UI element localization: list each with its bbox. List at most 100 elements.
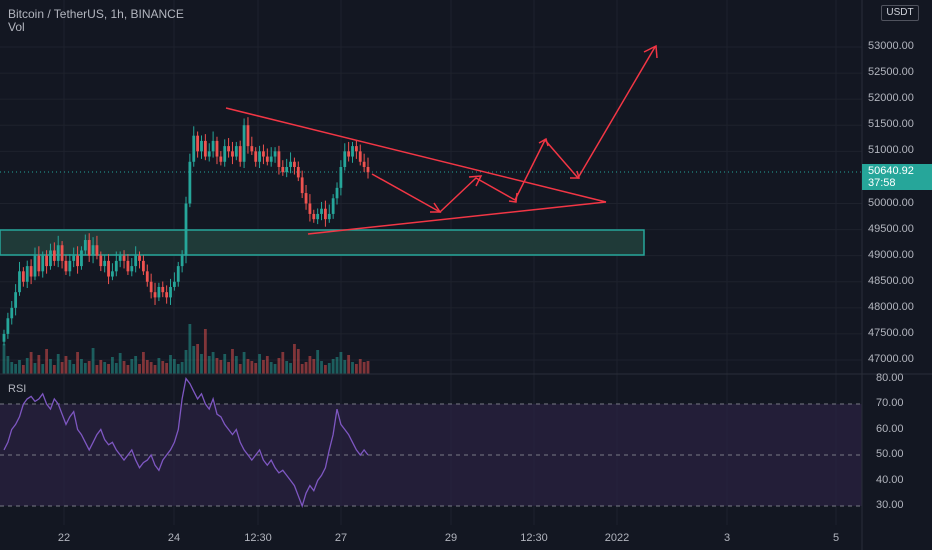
candle-body	[76, 255, 79, 267]
price-axis-tick: 48500.00	[868, 274, 914, 287]
candle-body	[130, 266, 134, 272]
candle-body	[118, 255, 122, 261]
support-zone[interactable]	[0, 229, 645, 256]
bar-countdown: 37:58	[868, 177, 896, 189]
volume-bar	[207, 356, 211, 374]
volume-bar	[308, 356, 312, 374]
volume-bar	[265, 356, 269, 374]
volume-bar	[157, 358, 161, 374]
candle-body	[234, 146, 238, 157]
volume-bar	[99, 360, 103, 374]
candle-body	[180, 255, 184, 267]
volume-bar	[172, 359, 176, 374]
time-axis-tick: 5	[832, 532, 840, 544]
arrow-head-5	[570, 170, 580, 179]
volume-bar	[223, 354, 227, 374]
volume-bar	[327, 363, 331, 374]
price-axis-tick: 52500.00	[868, 66, 914, 79]
candle-body	[354, 146, 358, 152]
rsi-label[interactable]: RSI	[8, 383, 27, 395]
price-axis-tick: 47500.00	[868, 326, 914, 339]
volume-bar	[165, 363, 169, 374]
rsi-axis-tick: 50.00	[876, 448, 904, 460]
rsi-axis-tick: 40.00	[876, 473, 904, 486]
candle-body	[192, 135, 196, 162]
candle-body	[358, 151, 362, 162]
volume-bar	[114, 363, 118, 374]
volume-bar	[60, 362, 64, 374]
candle-body	[184, 203, 188, 256]
candle-body	[134, 255, 138, 267]
volume-bar	[219, 360, 223, 374]
candle-body	[269, 156, 273, 162]
price-axis-tick: 49000.00	[868, 248, 914, 261]
candle-body	[246, 125, 250, 147]
volume-bar	[45, 349, 48, 374]
candle-body	[265, 156, 269, 162]
candle-body	[95, 245, 99, 256]
volume-bar	[25, 358, 29, 374]
candle-body	[172, 281, 176, 287]
price-axis-tick: 50000.00	[868, 196, 914, 209]
volume-bar	[347, 355, 351, 374]
candle-body	[6, 318, 10, 334]
candle-body	[37, 255, 41, 272]
candle-body	[64, 260, 68, 272]
volume-bar	[285, 361, 289, 374]
volume-bar	[68, 360, 72, 374]
candle-body	[157, 286, 161, 298]
volume-bar	[339, 352, 343, 374]
volume-bar	[273, 364, 277, 374]
volume-bar	[95, 365, 99, 374]
time-axis-tick: 12:30	[520, 532, 548, 544]
symbol-title[interactable]: Bitcoin / TetherUS, 1h, BINANCE	[8, 7, 184, 21]
time-axis-tick: 12:30	[244, 532, 272, 544]
candle-body	[145, 271, 149, 282]
candle-body	[68, 260, 72, 272]
candle-body	[211, 140, 215, 152]
volume-bar	[130, 359, 134, 374]
volume-bar	[196, 344, 200, 374]
candle-body	[296, 166, 300, 178]
candle-body	[21, 271, 25, 282]
candle-body	[29, 266, 33, 277]
candle-body	[277, 151, 281, 167]
price-axis-tick: 53000.00	[868, 40, 914, 52]
candle-body	[219, 156, 223, 162]
candle-body	[215, 140, 219, 157]
candle-body	[153, 292, 157, 298]
volume-bar	[52, 365, 56, 374]
volume-bar	[335, 357, 339, 374]
candle-body	[161, 286, 165, 293]
currency-badge[interactable]: USDT	[881, 5, 919, 21]
volume-bar	[366, 361, 370, 374]
triangle-lower-line	[307, 201, 607, 235]
volume-bar	[138, 364, 141, 374]
candle-body	[366, 166, 370, 173]
rsi-line	[3, 376, 369, 509]
rsi-band	[0, 404, 862, 506]
volume-bar	[277, 358, 281, 374]
candles	[2, 117, 370, 346]
drawings[interactable]	[0, 44, 932, 375]
volume-bar	[87, 361, 91, 374]
volume-bar	[246, 359, 250, 374]
candle-body	[49, 250, 52, 267]
volume-bar	[312, 359, 316, 374]
time-axis-tick: 27	[334, 532, 348, 544]
candle-body	[56, 245, 60, 261]
volume-bar	[91, 348, 95, 374]
price-axis-tick: 51500.00	[868, 118, 914, 131]
volume-bar	[29, 352, 33, 374]
candle-body	[52, 250, 56, 261]
candle-body	[300, 177, 304, 194]
candle-body	[320, 208, 323, 214]
volume-bar	[80, 359, 83, 374]
volume-bar	[72, 364, 76, 374]
candle-body	[87, 240, 91, 256]
volume-bar	[111, 357, 114, 374]
volume-bar	[254, 363, 258, 374]
volume-bar	[33, 363, 37, 374]
volume-bar	[269, 362, 273, 374]
